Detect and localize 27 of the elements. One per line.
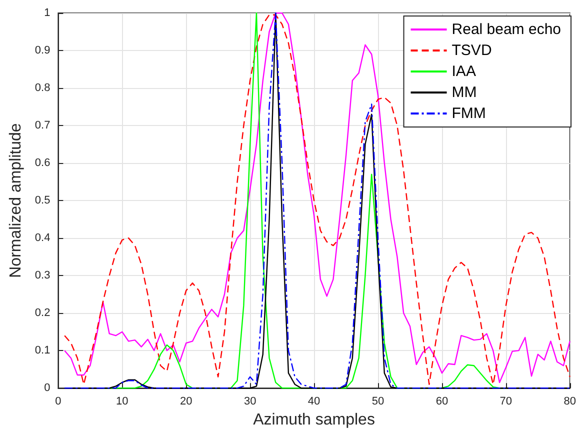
legend-label: MM	[452, 84, 477, 101]
x-tick-label: 40	[308, 396, 320, 408]
x-tick-label: 80	[564, 396, 576, 408]
x-tick-label: 0	[55, 396, 62, 408]
x-tick-label: 60	[436, 396, 448, 408]
y-tick-label: 0.9	[34, 44, 50, 57]
y-tick-label: 0.7	[34, 120, 50, 132]
y-axis-title: Normalized amplitude	[8, 123, 24, 278]
x-tick-label: 10	[116, 396, 128, 408]
y-tick-label: 1	[44, 7, 50, 19]
x-axis-title: Azimuth samples	[253, 412, 375, 428]
legend-label: TSVD	[452, 42, 492, 59]
x-tick-label: 70	[500, 396, 512, 408]
legend-label: FMM	[452, 105, 486, 122]
legend-label: IAA	[452, 63, 476, 80]
y-tick-label: 0.8	[34, 82, 50, 94]
x-tick-label: 20	[180, 396, 192, 408]
y-tick-label: 0.4	[34, 232, 50, 244]
y-tick-label: 0.6	[34, 157, 50, 170]
y-tick-label: 0	[44, 382, 50, 394]
legend-label: Real beam echo	[452, 21, 561, 38]
y-tick-label: 0.5	[34, 194, 50, 207]
x-tick-label: 50	[372, 396, 384, 408]
x-tick-label: 30	[244, 396, 256, 408]
y-tick-label: 0.2	[34, 307, 50, 320]
y-tick-label: 0.1	[34, 344, 50, 357]
y-tick-label: 0.3	[34, 270, 50, 282]
